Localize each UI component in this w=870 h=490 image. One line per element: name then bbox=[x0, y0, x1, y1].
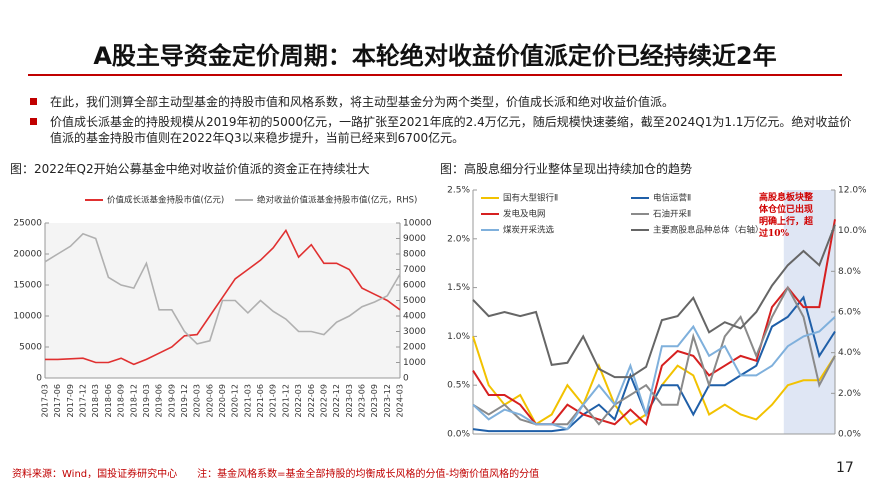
legend-label: 绝对收益价值派基金持股市值(亿元，RHS) bbox=[257, 195, 417, 206]
y-tick-label: 6000 bbox=[403, 281, 426, 291]
y-tick-label: 5000 bbox=[19, 343, 42, 353]
x-tick-label: 2020-03 bbox=[193, 384, 202, 417]
y-tick-label: 4.0% bbox=[838, 348, 861, 358]
y-tick-label: 2.5% bbox=[447, 186, 470, 196]
x-tick-label: 2019-12 bbox=[180, 384, 189, 417]
page-number: 17 bbox=[836, 460, 854, 476]
bullet: 在此，我们测算全部主动型基金的持股市值和风格系数，将主动型基金分为两个类型，价值… bbox=[30, 94, 850, 110]
legend-label: 电信运营Ⅱ bbox=[653, 193, 691, 204]
x-tick-label: 2018-06 bbox=[104, 384, 113, 417]
y-tick-label: 5000 bbox=[403, 296, 426, 306]
annotation: 高股息板块整体仓位已出现明确上行，超过10% bbox=[759, 193, 814, 239]
x-tick-label: 2022-12 bbox=[332, 384, 341, 417]
x-tick-label: 2020-09 bbox=[218, 384, 227, 417]
y-tick-label: 15000 bbox=[13, 281, 42, 291]
y-tick-label: 1.5% bbox=[447, 283, 470, 293]
y-tick-label: 0 bbox=[36, 374, 42, 384]
y-tick-label: 10000 bbox=[403, 219, 432, 229]
slide-title: A股主导资金定价周期：本轮绝对收益价值派定价已经持续近2年 bbox=[93, 42, 777, 70]
y-tick-label: 2.0% bbox=[838, 389, 861, 399]
series-line bbox=[45, 228, 401, 366]
x-tick-label: 2018-12 bbox=[129, 384, 138, 417]
x-tick-label: 2017-09 bbox=[66, 384, 75, 417]
x-tick-label: 2023-12 bbox=[383, 384, 392, 417]
legend-label: 国有大型银行Ⅱ bbox=[503, 193, 558, 204]
y-tick-label: 0.0% bbox=[838, 430, 861, 440]
x-tick-label: 2021-06 bbox=[256, 384, 265, 417]
legend-label: 石油开采Ⅱ bbox=[653, 209, 691, 220]
x-tick-label: 2017-03 bbox=[41, 384, 50, 417]
y-tick-label: 8000 bbox=[403, 250, 426, 260]
y-tick-label: 0 bbox=[403, 374, 409, 384]
x-tick-label: 2023-06 bbox=[357, 384, 366, 417]
x-tick-label: 2022-06 bbox=[307, 384, 316, 417]
annotation-text: 高股息板块整体仓位已出现明确上行，超过10% bbox=[759, 193, 814, 239]
chart: 0 5000 10000 15000 20000 25000 0 1000 2000 3000 40… bbox=[13, 195, 432, 418]
x-tick-label: 2024-03 bbox=[396, 384, 405, 417]
y-tick-label: 3000 bbox=[403, 327, 426, 337]
series-line bbox=[472, 316, 836, 431]
y-tick-label: 8.0% bbox=[838, 267, 861, 277]
y-tick-label: 9000 bbox=[403, 234, 426, 244]
y-tick-label: 2.0% bbox=[447, 234, 470, 244]
chart-caption: 图：高股息细分行业整体呈现出持续加仓的趋势 bbox=[440, 162, 693, 176]
y-tick-label: 25000 bbox=[13, 219, 42, 229]
legend-label: 主要高股息品种总体（右轴） bbox=[653, 225, 764, 236]
legend-label: 发电及电网 bbox=[503, 209, 546, 220]
y-tick-label: 6.0% bbox=[838, 308, 861, 318]
x-tick-label: 2017-12 bbox=[79, 384, 88, 417]
x-tick-label: 2021-12 bbox=[281, 384, 290, 417]
y-tick-label: 0.5% bbox=[447, 381, 470, 391]
x-tick-label: 2023-03 bbox=[345, 384, 354, 417]
y-tick-label: 2000 bbox=[403, 343, 426, 353]
bullet-text: 价值成长派基金的持股规模从2019年初的5000亿元，一路扩张至2021年底的2… bbox=[50, 115, 852, 145]
chart-caption: 图：2022年Q2开始公募基金中绝对收益价值派的资金正在持续壮大 bbox=[10, 162, 370, 176]
x-tick-label: 2020-12 bbox=[231, 384, 240, 417]
x-tick-label: 2022-03 bbox=[294, 384, 303, 417]
y-tick-label: 12.0% bbox=[838, 186, 867, 196]
legend-label: 价值成长派基金持股市值(亿元) bbox=[107, 195, 224, 206]
y-tick-label: 7000 bbox=[403, 265, 426, 275]
y-tick-label: 1000 bbox=[403, 358, 426, 368]
y-tick-label: 10000 bbox=[13, 312, 42, 322]
x-tick-label: 2018-03 bbox=[91, 384, 100, 417]
x-tick-label: 2017-06 bbox=[53, 384, 62, 417]
legend-label: 煤炭开采洗选 bbox=[503, 225, 555, 236]
x-tick-label: 2019-03 bbox=[142, 384, 151, 417]
source-note: 资料来源：Wind，国投证券研究中心 注：基金风格系数=基金全部持股的均衡成长风… bbox=[12, 469, 540, 480]
x-tick-label: 2021-03 bbox=[243, 384, 252, 417]
series-line bbox=[44, 232, 401, 345]
x-tick-label: 2019-06 bbox=[155, 384, 164, 417]
chart: 0.0% 0.5% 1.0% 1.5% 2.0% 2.5% 0.0% 2.0% 4.0% 6.0%… bbox=[447, 186, 867, 440]
x-tick-label: 2019-09 bbox=[167, 384, 176, 417]
y-tick-label: 20000 bbox=[13, 250, 42, 260]
bullet: 价值成长派基金的持股规模从2019年初的5000亿元，一路扩张至2021年底的2… bbox=[30, 114, 860, 146]
title-rule bbox=[28, 74, 842, 76]
x-tick-label: 2018-09 bbox=[117, 384, 126, 417]
y-tick-label: 10.0% bbox=[838, 226, 867, 236]
x-tick-label: 2020-06 bbox=[205, 384, 214, 417]
y-tick-label: 0.0% bbox=[447, 430, 470, 440]
x-tick-label: 2023-09 bbox=[370, 384, 379, 417]
series-line bbox=[472, 295, 836, 433]
x-tick-label: 2021-09 bbox=[269, 384, 278, 417]
series-line bbox=[472, 224, 836, 379]
x-tick-label: 2022-09 bbox=[319, 384, 328, 417]
y-tick-label: 1.0% bbox=[447, 332, 470, 342]
bullet-text: 在此，我们测算全部主动型基金的持股市值和风格系数，将主动型基金分为两个类型，价值… bbox=[50, 95, 675, 109]
y-tick-label: 4000 bbox=[403, 312, 426, 322]
